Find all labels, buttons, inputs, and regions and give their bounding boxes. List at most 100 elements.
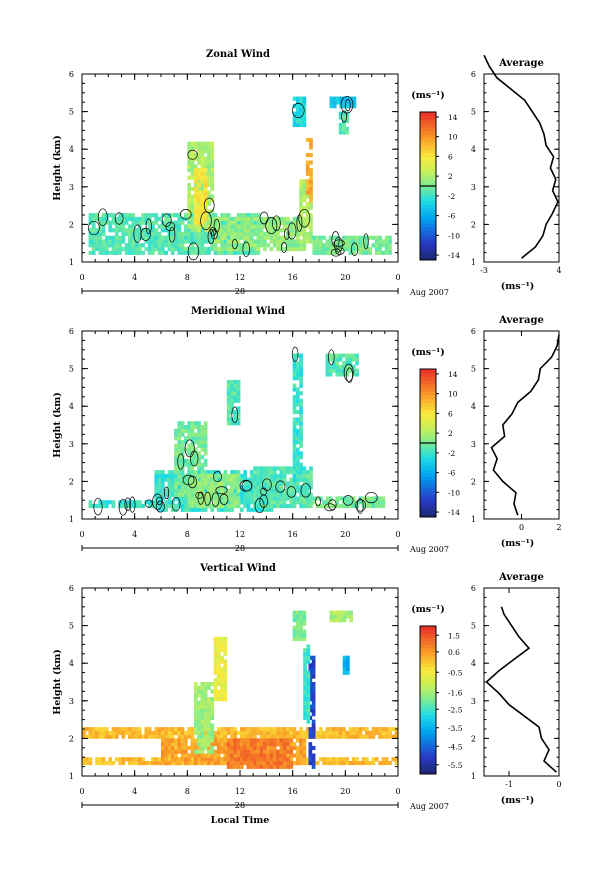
- heatmap-cell: [351, 500, 356, 505]
- heatmap-cell: [187, 462, 192, 467]
- heatmap-cell: [170, 492, 175, 497]
- heatmap-cell: [216, 753, 221, 758]
- heatmap-cell: [306, 682, 311, 687]
- heatmap-cell: [236, 213, 241, 218]
- heatmap-cell: [118, 213, 122, 218]
- heatmap-cell: [213, 734, 218, 739]
- heatmap-cell: [193, 425, 198, 430]
- heatmap-cell: [154, 481, 159, 486]
- heatmap-cell: [309, 145, 313, 150]
- colorbar-swatch: [420, 237, 436, 242]
- heatmap-cell: [328, 235, 333, 240]
- heatmap-cell: [384, 239, 389, 244]
- heatmap-cell: [236, 409, 241, 415]
- heatmap-cell: [105, 216, 109, 222]
- heatmap-cell: [161, 224, 165, 229]
- heatmap-cell: [197, 243, 201, 248]
- heatmap-cell: [187, 235, 192, 240]
- heatmap-cell: [170, 749, 175, 754]
- heatmap-cell: [207, 198, 211, 203]
- heatmap-cell: [121, 760, 126, 766]
- heatmap-cell: [243, 481, 247, 486]
- heatmap-cell: [266, 507, 271, 512]
- heatmap-cell: [312, 243, 317, 248]
- heatmap-cell: [335, 734, 340, 739]
- heatmap-cell: [319, 730, 323, 736]
- heatmap-cell: [355, 361, 359, 366]
- colorbar-swatch: [420, 505, 436, 511]
- heatmap-cell: [345, 111, 350, 116]
- heatmap-cell: [161, 239, 165, 244]
- heatmap-cell: [308, 745, 313, 751]
- heatmap-cell: [371, 734, 376, 739]
- heatmap-cell: [85, 734, 89, 739]
- heatmap-cell: [193, 213, 198, 218]
- heatmap-cell: [236, 387, 241, 392]
- heatmap-cell: [303, 700, 307, 705]
- heatmap-cell: [266, 764, 271, 769]
- heatmap-cell: [220, 742, 224, 747]
- heatmap-cell: [124, 757, 129, 762]
- heatmap-cell: [137, 734, 142, 739]
- heatmap-cell: [374, 243, 379, 248]
- heatmap-cell: [233, 488, 238, 494]
- heatmap-cell: [105, 250, 109, 255]
- heatmap-cell: [295, 119, 300, 124]
- heatmap-cell: [240, 742, 244, 747]
- heatmap-cell: [243, 231, 247, 237]
- heatmap-cell: [151, 730, 155, 736]
- heatmap-cell: [147, 220, 152, 225]
- heatmap-cell: [394, 757, 399, 762]
- heatmap-cell: [210, 760, 215, 766]
- heatmap-cell: [230, 492, 234, 497]
- heatmap-cell: [269, 764, 274, 769]
- heatmap-cell: [190, 428, 195, 433]
- heatmap-cell: [361, 250, 366, 255]
- x-tick-label: 20: [340, 273, 350, 282]
- x-tick-label: 12: [235, 530, 245, 539]
- colorbar-swatch: [420, 714, 436, 719]
- heatmap-cell: [305, 470, 310, 475]
- heatmap-cell: [151, 243, 155, 248]
- heatmap-cell: [332, 364, 336, 369]
- y-tick-label: 1: [69, 772, 74, 781]
- heatmap-cell: [174, 492, 178, 497]
- heatmap-cell: [306, 719, 311, 724]
- x-tick-label: 0: [395, 787, 400, 796]
- heatmap-cell: [187, 175, 192, 180]
- heatmap-cell: [177, 500, 182, 505]
- heatmap-cell: [259, 500, 264, 505]
- heatmap-cell: [141, 250, 145, 255]
- heatmap-cell: [276, 757, 280, 762]
- heatmap-cell: [200, 440, 205, 445]
- heatmap-cell: [157, 481, 162, 486]
- heatmap-cell: [200, 190, 205, 195]
- heatmap-cell: [365, 246, 369, 252]
- heatmap-cell: [246, 496, 251, 501]
- heatmap-cell: [154, 220, 159, 225]
- heatmap-cell: [374, 503, 379, 509]
- heatmap-cell: [154, 485, 159, 490]
- heatmap-cell: [154, 246, 159, 252]
- colorbar-swatch: [420, 394, 436, 400]
- heatmap-cell: [213, 682, 218, 687]
- heatmap-cell: [170, 481, 175, 486]
- heatmap-cell: [345, 730, 350, 736]
- heatmap-cell: [305, 164, 310, 169]
- heatmap-cell: [236, 231, 241, 237]
- heatmap-cell: [226, 753, 231, 758]
- heatmap-cell: [374, 727, 379, 732]
- heatmap-cell: [263, 742, 267, 747]
- heatmap-cell: [345, 610, 350, 615]
- contour-line: [231, 239, 238, 250]
- heatmap-cell: [381, 730, 386, 736]
- heatmap-cell: [200, 164, 205, 169]
- heatmap-cell: [249, 473, 254, 479]
- heatmap-cell: [187, 730, 192, 736]
- heatmap-cell: [210, 213, 215, 218]
- heatmap-cell: [187, 753, 192, 758]
- heatmap-cell: [266, 500, 271, 505]
- heatmap-cell: [342, 760, 346, 766]
- heatmap-cell: [226, 213, 231, 218]
- heatmap-cell: [266, 488, 271, 494]
